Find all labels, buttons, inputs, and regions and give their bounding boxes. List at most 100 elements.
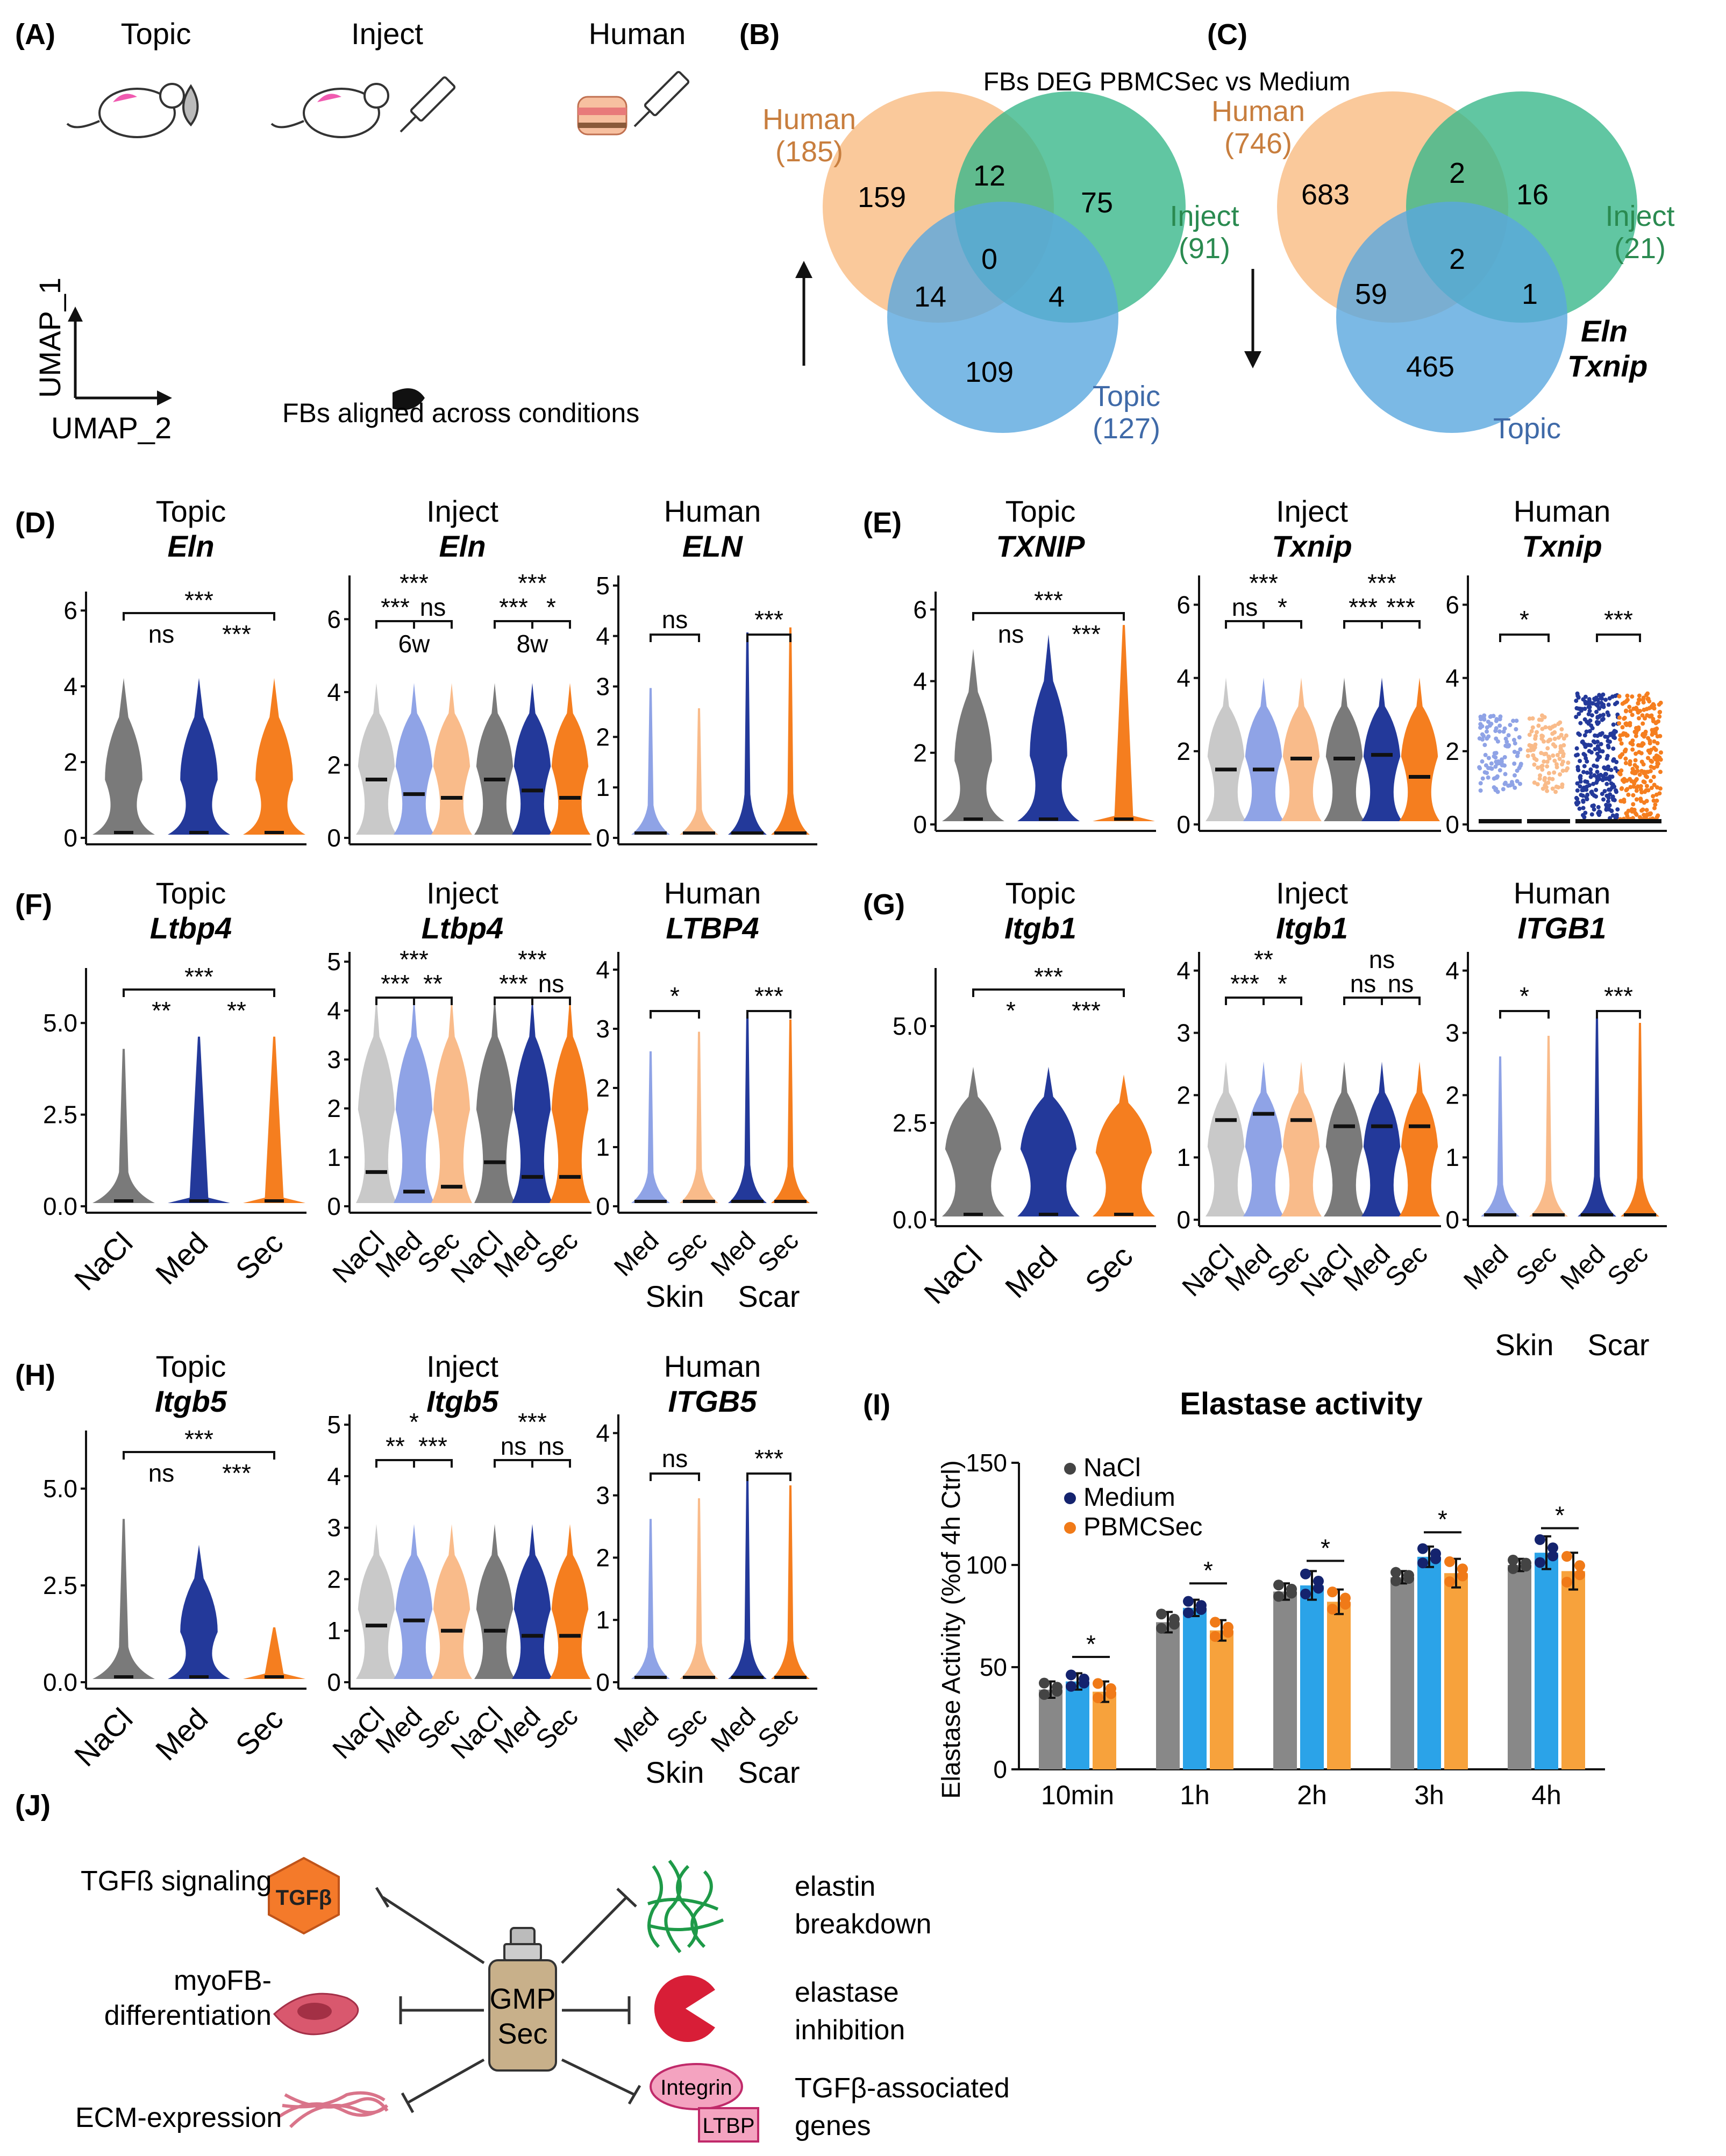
human-dot-E-3 xyxy=(1644,693,1649,698)
human-dot-E-2 xyxy=(1604,756,1609,761)
inject-sig-right-H-0: *** xyxy=(418,1432,447,1460)
inject-xlabel-G-5: Sec xyxy=(1379,1239,1433,1293)
topic-F-tick-label-1: 2.5 xyxy=(43,1101,77,1129)
venn-b-topic-label: Topic xyxy=(1093,380,1160,412)
bar-PBMCSec-1h xyxy=(1210,1630,1233,1769)
human-dot-E-2 xyxy=(1581,798,1586,803)
human-dot-E-3 xyxy=(1654,764,1659,769)
topic-bracket-top-G xyxy=(972,988,1125,997)
inject-sig-left-G-0: *** xyxy=(1230,970,1259,998)
point-PBMCSec-3h-0 xyxy=(1444,1576,1455,1588)
inject-violin-D-3 xyxy=(474,683,515,835)
human-dot-E-1 xyxy=(1552,758,1557,763)
bar-Medium-3h xyxy=(1417,1556,1441,1769)
human-xlabel-H-3: Sec xyxy=(753,1702,804,1754)
inject-E-tick-label-2: 4 xyxy=(1176,664,1190,692)
human-dot-E-2 xyxy=(1606,738,1610,743)
point-PBMCSec-2h-0 xyxy=(1327,1604,1338,1615)
human-dot-E-0 xyxy=(1509,780,1514,785)
human-dot-E-3 xyxy=(1624,811,1629,816)
human-dot-E-0 xyxy=(1478,781,1483,786)
topic-violin-E-0 xyxy=(942,649,1004,821)
human-dot-E-3 xyxy=(1649,786,1654,791)
topic-violin-F-1 xyxy=(168,1036,230,1203)
human-dot-E-2 xyxy=(1576,706,1581,711)
topic-H-tick-label-2: 5.0 xyxy=(43,1475,77,1503)
human-dot-E-2 xyxy=(1574,746,1579,751)
human-H-tick-label-1: 1 xyxy=(596,1606,610,1634)
point-PBMCSec-10min-0 xyxy=(1093,1692,1103,1703)
human-dot-E-2 xyxy=(1615,807,1620,812)
panel-c: (C) Human (746) Inject (21) Topic 683 2 … xyxy=(1207,18,1675,445)
human-dot-E-3 xyxy=(1622,777,1627,781)
human-dot-E-1 xyxy=(1547,756,1552,761)
human-dot-E-2 xyxy=(1593,747,1597,752)
inject-sig-left-E-1: *** xyxy=(1349,593,1378,621)
topic-sig-left-E: ns xyxy=(998,620,1024,648)
human-dot-E-2 xyxy=(1607,777,1612,782)
human-dot-E-3 xyxy=(1657,702,1661,707)
point-PBMCSec-2h-3 xyxy=(1340,1598,1351,1610)
human-dot-E-2 xyxy=(1592,773,1597,778)
human-dot-E-3 xyxy=(1630,747,1635,752)
point-Medium-10min-2 xyxy=(1066,1669,1076,1681)
venn-b-inject-count: (91) xyxy=(1179,232,1230,265)
human-dots-E-0 xyxy=(1477,713,1523,794)
venn-b-inject-label: Inject xyxy=(1169,200,1239,232)
human-dot-E-3 xyxy=(1651,794,1656,799)
bar-category-2: 2h xyxy=(1297,1780,1327,1810)
human-dot-E-3 xyxy=(1651,719,1656,723)
venn-c-human-count: (746) xyxy=(1224,127,1292,160)
inject-D-tick-label-2: 4 xyxy=(327,678,341,706)
human-dot-E-0 xyxy=(1512,750,1517,754)
human-E-tick-label-0: 0 xyxy=(1445,810,1459,838)
topic-bracket-top-F xyxy=(123,988,275,997)
inject-violin-F-2 xyxy=(431,995,472,1203)
human-dot-E-1 xyxy=(1532,780,1537,785)
human-dot-E-3 xyxy=(1652,739,1657,744)
human-dot-E-2 xyxy=(1587,705,1592,709)
j-label-elastase-2: inhibition xyxy=(795,2015,905,2046)
legend-label-0: NaCl xyxy=(1083,1454,1141,1482)
human-dot-E-3 xyxy=(1631,793,1636,798)
human-H-tick-label-0: 0 xyxy=(596,1668,610,1696)
bar-y-tick-label-2: 100 xyxy=(966,1551,1007,1579)
human-dot-E-2 xyxy=(1574,753,1579,758)
point-Medium-1h-0 xyxy=(1183,1607,1194,1618)
human-dot-E-2 xyxy=(1610,813,1615,818)
umap-topic xyxy=(46,149,295,423)
human-xlabel-F-0: Med xyxy=(609,1226,665,1282)
point-Medium-1h-3 xyxy=(1196,1604,1207,1615)
human-dot-E-3 xyxy=(1650,705,1654,710)
bar-y-tick-label-0: 0 xyxy=(993,1755,1007,1783)
j-label-tgf-signaling: TGFß signaling xyxy=(81,1866,272,1897)
human-F-tick-label-2: 2 xyxy=(596,1074,610,1102)
bar-Medium-2h xyxy=(1300,1585,1324,1769)
human-dot-E-0 xyxy=(1515,779,1520,784)
human-dot-E-1 xyxy=(1566,760,1571,765)
human-G-tick-label-2: 2 xyxy=(1445,1081,1459,1109)
venn-title: FBs DEG PBMCSec vs Medium xyxy=(983,68,1351,96)
inject-xlabel-F-5: Sec xyxy=(530,1225,584,1279)
human-dot-E-1 xyxy=(1545,788,1550,793)
human-sig-right-F: *** xyxy=(754,982,783,1010)
inject-violin-F-1 xyxy=(394,995,434,1203)
topic-title-F: Topic xyxy=(156,876,226,910)
human-sig-left-D: ns xyxy=(662,606,688,634)
inject-violin-D-2 xyxy=(431,683,472,835)
bar-PBMCSec-2h xyxy=(1327,1602,1351,1769)
point-Medium-4h-2 xyxy=(1535,1534,1545,1545)
human-dot-E-0 xyxy=(1503,780,1508,785)
inject-gene-D: Eln xyxy=(439,529,486,563)
human-dot-E-2 xyxy=(1577,711,1581,716)
point-NaCl-2h-2 xyxy=(1273,1579,1284,1591)
topic-D-tick-label-1: 2 xyxy=(63,748,77,776)
human-dot-E-2 xyxy=(1603,772,1608,777)
human-dot-E-0 xyxy=(1512,762,1517,766)
human-dot-E-3 xyxy=(1635,765,1639,770)
human-dot-E-0 xyxy=(1502,755,1507,759)
human-dot-E-2 xyxy=(1603,734,1608,739)
topic-violin-D-0 xyxy=(92,678,155,835)
legend-label-2: PBMCSec xyxy=(1083,1513,1202,1541)
point-Medium-10min-0 xyxy=(1066,1681,1076,1692)
